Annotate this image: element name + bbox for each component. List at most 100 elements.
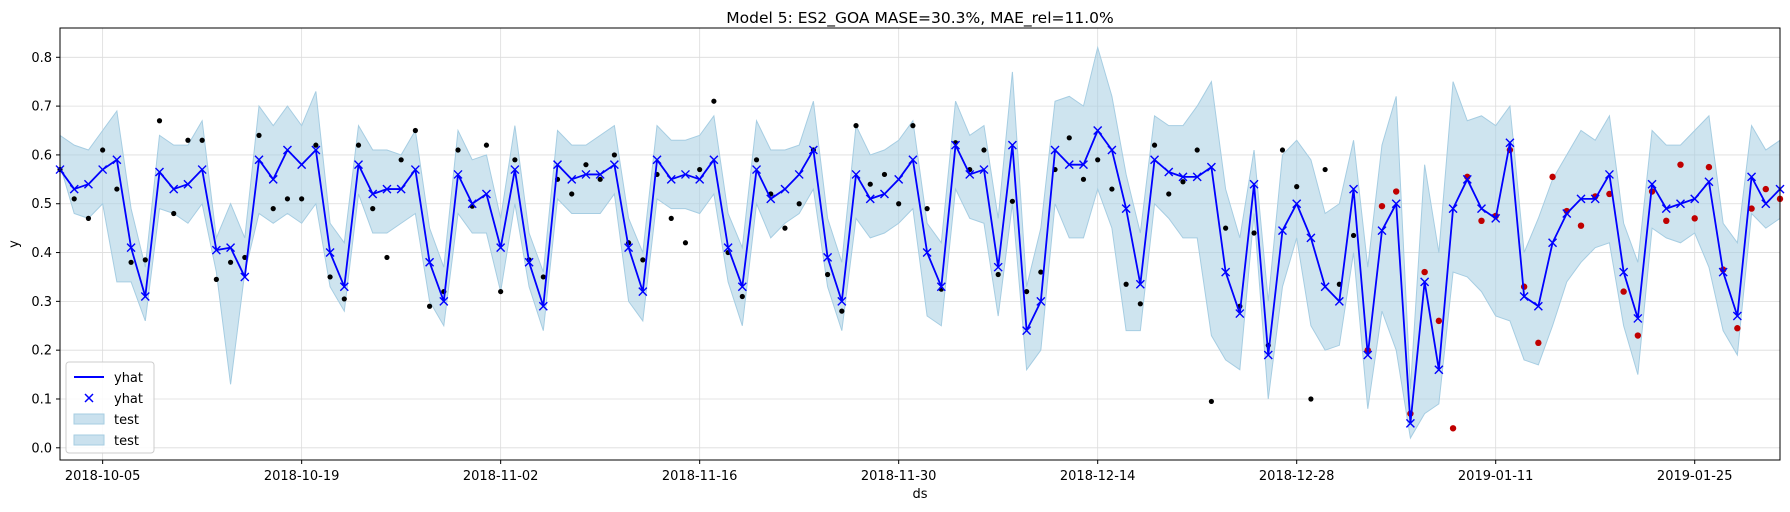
actual-point bbox=[355, 142, 362, 148]
actual-point bbox=[1024, 288, 1030, 295]
forecast-marker-stroke bbox=[695, 174, 705, 184]
forecast-marker bbox=[780, 184, 790, 194]
forecast-marker bbox=[69, 184, 79, 194]
forecast-marker bbox=[879, 189, 889, 199]
forecast-marker-stroke bbox=[339, 282, 349, 292]
actual-point bbox=[1279, 147, 1286, 153]
actual-point bbox=[100, 147, 106, 153]
forecast-marker-stroke bbox=[254, 155, 264, 165]
forecast-marker-stroke bbox=[1150, 155, 1160, 165]
forecast-marker-stroke bbox=[1093, 126, 1103, 136]
forecast-marker-stroke bbox=[1078, 160, 1088, 170]
forecast-marker-stroke bbox=[1022, 326, 1032, 336]
forecast-marker bbox=[1462, 174, 1472, 184]
forecast-marker bbox=[524, 257, 534, 267]
forecast-marker-stroke bbox=[1235, 309, 1245, 319]
forecast-marker bbox=[126, 243, 136, 253]
forecast-marker bbox=[1192, 172, 1202, 182]
forecast-marker-stroke bbox=[1420, 277, 1430, 287]
actual-point bbox=[853, 123, 859, 129]
actual-point bbox=[114, 186, 120, 192]
forecast-marker-stroke bbox=[1448, 204, 1458, 214]
forecast-marker bbox=[1704, 177, 1714, 187]
forecast-marker-stroke bbox=[823, 252, 833, 262]
forecast-marker bbox=[1448, 204, 1458, 214]
forecast-marker-stroke bbox=[1121, 204, 1131, 214]
forecast-marker bbox=[865, 194, 875, 204]
forecast-marker bbox=[1334, 296, 1344, 306]
forecast-marker bbox=[1064, 160, 1074, 170]
forecast-marker-stroke bbox=[1562, 208, 1572, 218]
actual-point bbox=[299, 196, 305, 202]
forecast-marker-stroke bbox=[652, 155, 662, 165]
forecast-marker bbox=[965, 169, 975, 179]
actual-point bbox=[242, 254, 248, 261]
forecast-marker-stroke bbox=[851, 169, 861, 179]
forecast-marker bbox=[1349, 184, 1359, 194]
forecast-marker-stroke bbox=[666, 174, 676, 184]
forecast-marker-stroke bbox=[1690, 194, 1700, 204]
forecast-marker bbox=[1206, 162, 1216, 172]
forecast-marker bbox=[1078, 160, 1088, 170]
y-axis-label: y bbox=[7, 240, 22, 248]
forecast-marker-stroke bbox=[1761, 199, 1771, 209]
legend-band-swatch-2 bbox=[73, 434, 105, 446]
forecast-marker bbox=[709, 155, 719, 165]
forecast-marker-stroke bbox=[951, 140, 961, 150]
actual-point bbox=[199, 137, 205, 143]
forecast-marker-stroke bbox=[680, 169, 690, 179]
forecast-marker-stroke bbox=[1107, 145, 1117, 155]
forecast-marker-stroke bbox=[311, 145, 321, 155]
forecast-marker-stroke bbox=[1633, 313, 1643, 323]
forecast-marker bbox=[1277, 226, 1287, 236]
forecast-marker bbox=[1235, 309, 1245, 319]
actual-point bbox=[1322, 166, 1328, 173]
forecast-marker bbox=[1007, 140, 1017, 150]
forecast-marker-stroke bbox=[1576, 194, 1586, 204]
forecast-marker-stroke bbox=[112, 155, 122, 165]
forecast-marker bbox=[680, 169, 690, 179]
forecast-marker bbox=[1619, 267, 1629, 277]
forecast-marker-stroke bbox=[69, 184, 79, 194]
test-point bbox=[1435, 317, 1443, 325]
actual-point bbox=[924, 206, 930, 212]
forecast-marker bbox=[1363, 350, 1373, 360]
chart-title: Model 5: ES2_GOA MASE=30.3%, MAE_rel=11.… bbox=[726, 9, 1114, 28]
actual-point bbox=[398, 157, 404, 163]
forecast-marker bbox=[666, 174, 676, 184]
actual-point bbox=[227, 259, 234, 265]
actual-point bbox=[611, 152, 617, 158]
forecast-marker-stroke bbox=[83, 179, 93, 189]
forecast-marker bbox=[922, 248, 932, 258]
x-tick-label: 2019-01-11 bbox=[1458, 469, 1534, 484]
forecast-marker-stroke bbox=[211, 245, 221, 255]
test-point bbox=[1421, 268, 1428, 276]
forecast-marker-stroke bbox=[865, 194, 875, 204]
forecast-marker-stroke bbox=[197, 165, 207, 175]
forecast-marker-stroke bbox=[1192, 172, 1202, 182]
forecast-marker-stroke bbox=[1619, 267, 1629, 277]
actual-point bbox=[256, 132, 262, 138]
forecast-marker bbox=[695, 174, 705, 184]
forecast-marker-stroke bbox=[1036, 296, 1046, 306]
forecast-marker bbox=[1676, 199, 1685, 209]
actual-point bbox=[1123, 281, 1129, 287]
forecast-marker-stroke bbox=[1164, 167, 1174, 177]
x-tick-label: 2018-10-05 bbox=[65, 469, 141, 484]
forecast-marker bbox=[609, 160, 619, 170]
forecast-marker bbox=[1505, 138, 1515, 148]
x-tick-label: 2018-11-16 bbox=[662, 469, 738, 484]
actual-point bbox=[1194, 147, 1200, 153]
axis-ticks: 0.0 0.1 0.2 0.3 0.4 0.5 0.6 0.7 0.8 2018-10-05 201… bbox=[31, 51, 1732, 484]
forecast-marker bbox=[439, 296, 449, 306]
y-tick-label: 0.1 bbox=[31, 392, 52, 407]
legend-label-yhat-line: yhat bbox=[114, 371, 143, 386]
actual-point bbox=[384, 254, 390, 261]
forecast-marker-stroke bbox=[979, 165, 989, 175]
actual-point bbox=[185, 137, 191, 143]
x-axis-label: ds bbox=[912, 487, 927, 502]
actual-point bbox=[1208, 398, 1215, 405]
forecast-marker-stroke bbox=[1676, 199, 1685, 209]
forecast-marker bbox=[1562, 208, 1572, 218]
forecast-marker-stroke bbox=[766, 194, 776, 204]
